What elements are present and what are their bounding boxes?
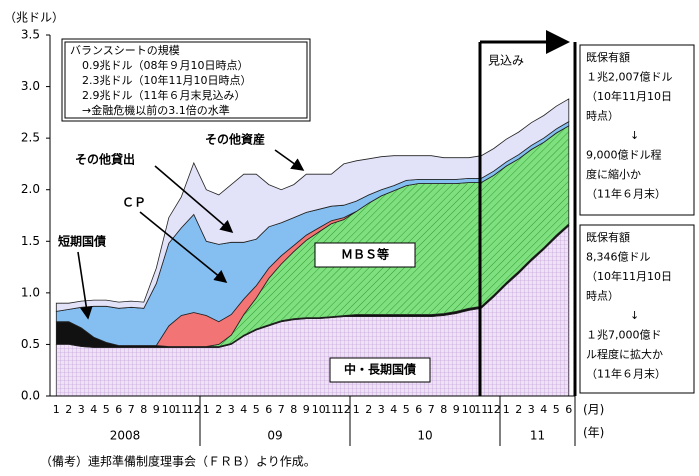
x-tick-label: 6 (565, 403, 572, 416)
year-label: 11 (530, 429, 545, 443)
x-tick-label: 4 (540, 403, 547, 416)
x-tick-label: 12 (187, 403, 201, 416)
summary-line: バランスシートの規模 (70, 43, 180, 57)
year-label: 09 (267, 429, 282, 443)
annotation-arrows (77, 149, 305, 320)
right-box-line: ル程度に拡大か (586, 347, 663, 361)
x-tick-label: 6 (415, 403, 422, 416)
x-tick-label: 12 (337, 403, 351, 416)
x-tick-label: 10 (462, 403, 476, 416)
x-tick-label: 7 (428, 403, 435, 416)
x-tick-label: 2 (365, 403, 372, 416)
x-tick-label: 1 (53, 403, 60, 416)
summary-line: 0.9兆ドル（08年９月10日時点） (82, 58, 249, 72)
x-tick-label: 5 (253, 403, 260, 416)
x-tick-label: 8 (440, 403, 447, 416)
summary-line: →金融危機以前の3.1倍の水準 (82, 103, 230, 117)
y-tick-label: 3.5 (21, 28, 40, 42)
right-box-line: 時点） (586, 290, 619, 303)
y-tick-label: 3.0 (21, 79, 40, 93)
right-box-line: （10年11月10日 (586, 89, 672, 103)
x-tick-label: 4 (90, 403, 97, 416)
x-tick-label: 1 (203, 403, 210, 416)
y-tick-label: 2.0 (21, 182, 40, 196)
x-tick-label: 4 (240, 403, 247, 416)
right-box-line: １兆7,000億ド (586, 329, 662, 342)
x-tick-label: 8 (140, 403, 147, 416)
right-box-line: 9,000億ドル程 (586, 149, 662, 162)
x-tick-label: 9 (453, 403, 460, 416)
x-tick-label: 9 (303, 403, 310, 416)
x-tick-label: 10 (312, 403, 326, 416)
series-label: その他資産 (205, 132, 265, 147)
y-tick-label: 0.0 (21, 389, 40, 403)
series-label: 中・長期国債 (344, 362, 416, 377)
x-tick-label: 3 (228, 403, 235, 416)
series-label: ＣＰ (122, 196, 146, 210)
x-tick-label: 2 (215, 403, 222, 416)
x-tick-label: 2 (515, 403, 522, 416)
area-hatch (56, 225, 569, 396)
x-tick-label: 3 (78, 403, 85, 416)
x-tick-label: 5 (553, 403, 560, 416)
y-tick-label: 0.5 (21, 337, 40, 351)
label-box (314, 242, 416, 268)
x-tick-label: 1 (503, 403, 510, 416)
right-box-line: 時点） (586, 110, 619, 123)
y-tick-label: 1.0 (21, 285, 40, 299)
right-box-line: ↓ (630, 309, 639, 322)
x-tick-label: 3 (528, 403, 535, 416)
x-tick-label: 11 (324, 403, 338, 416)
x-tick-label: 5 (103, 403, 110, 416)
x-tick-label: 5 (403, 403, 410, 416)
series-label: 短期国債 (58, 234, 106, 249)
y-tick-label: 2.5 (21, 131, 40, 145)
x-tick-label: 7 (128, 403, 135, 416)
x-tick-label: 7 (278, 403, 285, 416)
series-label: ＭＢＳ等 (341, 247, 389, 262)
x-tick-label: 6 (115, 403, 122, 416)
y-tick-label: 1.5 (21, 234, 40, 248)
right-box-line: （10年11月10日 (586, 269, 672, 283)
x-tick-label: 10 (162, 403, 176, 416)
summary-line: 2.3兆ドル（10年11月10日時点） (82, 73, 251, 87)
x-tick-label: 2 (65, 403, 72, 416)
right-box-line: １兆2,007億ドル (586, 71, 673, 84)
x-tick-label: 6 (265, 403, 272, 416)
right-box-line: 既保有額 (586, 50, 630, 64)
right-box-line: 既保有額 (586, 230, 630, 244)
summary-line: 2.9兆ドル（11年６月末見込み） (82, 88, 246, 102)
right-box-line: （11年６月末） (586, 367, 666, 381)
right-box-line: （11年６月末） (586, 187, 666, 201)
right-box-line: 8,346億ドル (586, 251, 651, 264)
x-tick-label: 9 (153, 403, 160, 416)
x-unit-year: (年) (583, 426, 604, 440)
source-note: （備考）連邦準備制度理事会（ＦＲＢ）より作成。 (40, 454, 316, 469)
year-label: 2008 (110, 429, 141, 443)
area-hatch (56, 125, 569, 347)
summary-box (61, 38, 311, 122)
right-box-line: ↓ (630, 129, 639, 142)
y-unit: （兆ドル） (4, 11, 64, 25)
area (55, 98, 570, 312)
forecast-label: 見込み (488, 54, 524, 68)
right-boxes (579, 44, 695, 394)
x-unit-month: (月) (583, 403, 604, 417)
x-tick-label: 8 (290, 403, 297, 416)
x-tick-label: 11 (174, 403, 188, 416)
x-tick-label: 12 (487, 403, 501, 416)
series-label: その他貸出 (75, 152, 135, 167)
plot (55, 98, 570, 397)
x-tick-label: 3 (378, 403, 385, 416)
label-box (329, 357, 431, 383)
right-box-line: 度に縮小か (586, 167, 641, 181)
year-label: 10 (417, 429, 432, 443)
forecast-label-bg (484, 50, 542, 70)
x-tick-label: 1 (353, 403, 360, 416)
x-tick-label: 11 (474, 403, 488, 416)
x-tick-label: 4 (390, 403, 397, 416)
